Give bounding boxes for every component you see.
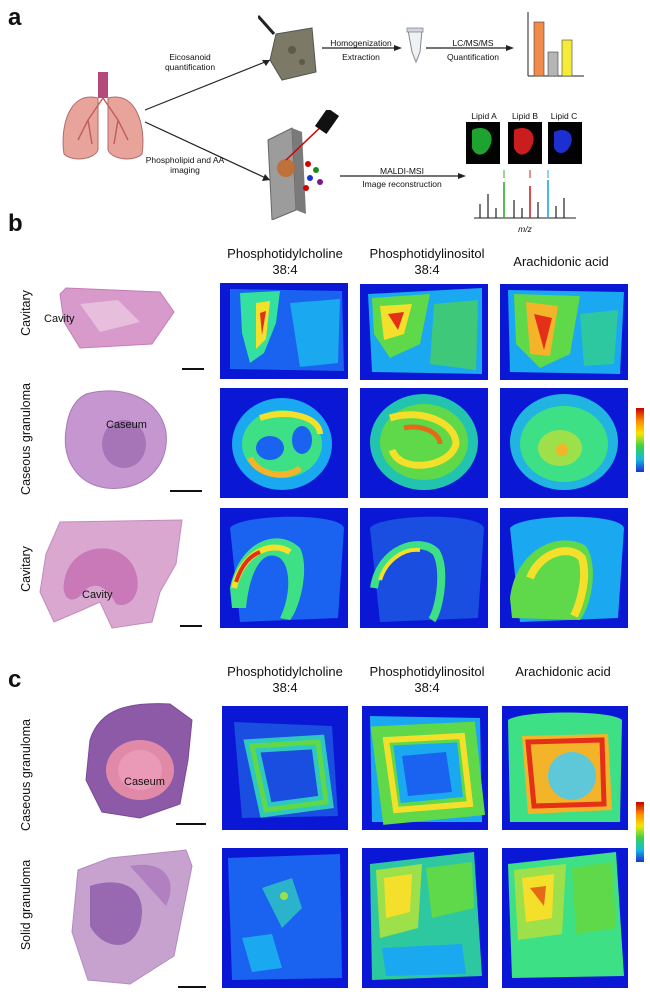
- homogenization-arrows: [322, 45, 514, 51]
- tissue-block-illustration: [258, 15, 317, 81]
- c-column-header-pc: Phosphotidylcholine 38:4: [227, 664, 343, 695]
- b-row-label-3: Cavitary: [19, 546, 33, 592]
- b-column-header-pc: Phosphotidylcholine 38:4: [227, 246, 343, 277]
- mz-label: m/z: [518, 224, 532, 234]
- extraction-label: Extraction: [342, 52, 380, 62]
- c-heatmap-r2-c3: [502, 848, 628, 988]
- b-he-tissue-3: [39, 519, 183, 629]
- maldi-label: MALDI-MSI: [380, 166, 424, 176]
- b-he-tissue-1: [59, 287, 175, 349]
- panel-letter-c: c: [8, 666, 22, 693]
- c-heatmap-r1-c3: [502, 706, 628, 830]
- b-heatmap-r1-c3: [500, 284, 628, 380]
- c-color-scale-bar: [636, 802, 644, 862]
- panel-letter-b: b: [8, 210, 23, 237]
- b-heatmap-r2-c1: [220, 388, 348, 498]
- c-he-tissue-1: [85, 703, 193, 819]
- maldi-slide-illustration: [267, 110, 340, 220]
- c-scale-bar-1: [176, 823, 206, 825]
- b-heatmap-r1-c2: [360, 284, 488, 380]
- c-heatmap-r1-c1: [222, 706, 348, 830]
- c-row-label-1: Caseous granuloma: [19, 719, 33, 831]
- c-scale-bar-2: [178, 986, 206, 988]
- c-heatmap-r2-c2: [362, 848, 488, 988]
- c-tissue-label-1: Caseum: [124, 776, 165, 788]
- b-tissue-label-3: Cavity: [82, 589, 113, 601]
- b-he-tissue-2: [64, 390, 167, 489]
- lipid-a-label: Lipid A: [471, 111, 497, 121]
- b-heatmap-r3-c1: [220, 508, 348, 628]
- c-column-header-aa: Arachidonic acid: [515, 664, 611, 679]
- b-heatmap-r2-c2: [360, 388, 488, 498]
- lcms-label: LC/MS/MS: [452, 38, 494, 48]
- lipid-c-label: Lipid C: [550, 111, 578, 121]
- b-tissue-label-2: Caseum: [106, 419, 147, 431]
- b-tissue-label-1: Cavity: [44, 313, 75, 325]
- workflow-arrows: [144, 59, 271, 181]
- b-scale-bar-3: [180, 625, 202, 627]
- sample-tube-icon: [406, 27, 424, 64]
- c-column-header-pi: Phosphotidylinositol 38:4: [369, 664, 485, 695]
- b-heatmap-r3-c2: [360, 508, 488, 628]
- homogenization-label: Homogenization: [330, 38, 392, 48]
- eicosanoid-label: Eicosanoid quantification: [164, 52, 216, 72]
- b-row-label-2: Caseous granuloma: [19, 383, 33, 495]
- quantification-label: Quantification: [447, 52, 499, 62]
- maldi-arrow: [340, 173, 466, 179]
- quantification-bar-icon: [527, 12, 584, 77]
- b-heatmap-r3-c3: [500, 508, 628, 628]
- b-heatmap-r1-c1: [220, 283, 348, 379]
- lungs-illustration: [62, 72, 144, 160]
- b-row-label-1: Cavitary: [19, 290, 33, 336]
- b-scale-bar-1: [182, 368, 204, 370]
- b-column-header-aa: Arachidonic acid: [513, 254, 609, 269]
- c-heatmap-r1-c2: [362, 706, 488, 830]
- b-column-header-pi: Phosphotidylinositol 38:4: [369, 246, 485, 277]
- c-he-tissue-2: [71, 849, 193, 985]
- lipid-ion-images: [466, 122, 582, 164]
- phospholipid-label: Phospholipid and AA imaging: [145, 155, 225, 175]
- b-heatmap-r2-c3: [500, 388, 628, 498]
- b-color-scale-bar: [636, 408, 644, 472]
- reconstruction-label: Image reconstruction: [362, 179, 442, 189]
- lipid-b-label: Lipid B: [512, 111, 538, 121]
- c-heatmap-r2-c1: [222, 848, 348, 988]
- c-row-label-2: Solid granuloma: [19, 859, 33, 951]
- panel-letter-a: a: [8, 4, 22, 31]
- b-scale-bar-2: [170, 490, 202, 492]
- mass-spectrum-icon: [474, 170, 576, 219]
